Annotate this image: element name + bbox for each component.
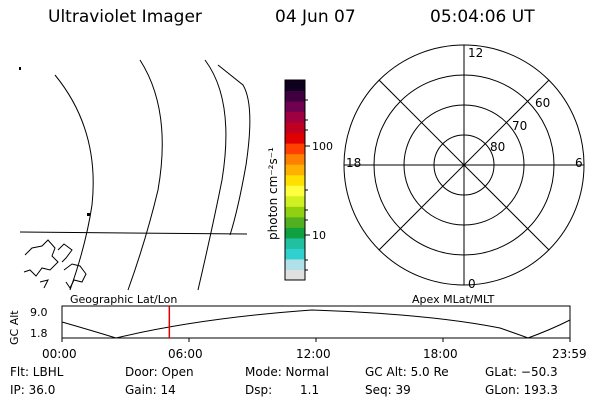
status-ip: IP: 36.0 [10,383,56,397]
observation-date: 04 Jun 07 [275,7,356,27]
status-sequence: Seq: 39 [365,383,411,397]
colorbar-segment [285,216,305,228]
status-door: Door: Open [125,365,194,379]
colorbar-segment [285,111,305,123]
colorbar-segment [285,101,305,113]
polar-label-lat-80: 80 [490,140,506,154]
map-grid-arc-4 [217,64,251,236]
colorbar-segment [285,153,305,165]
status-gc-altitude: GC Alt: 5.0 Re [365,365,449,379]
colorbar-segment [285,227,305,239]
colorbar-segment [285,90,305,102]
polar-label-mlt-18: 18 [346,156,362,170]
polar-label-mlt-6: 6 [575,156,583,170]
timeline-x-tick-0600: 06:00 [168,347,203,361]
timeline-y-max: 9.0 [30,306,48,319]
colorbar-ticks [305,99,310,271]
map-grid-latitude-line [19,231,248,235]
colorbar-segment [285,269,305,281]
polar-label-mlt-12: 12 [468,46,484,60]
colorbar-segments [285,80,305,281]
colorbar-tick-10: 10 [312,229,326,242]
colorbar-segment [285,164,305,176]
colorbar-segment [285,248,305,260]
map-grid-arc-1 [54,74,94,291]
coastline-3 [63,263,87,289]
colorbar-segment [285,132,305,144]
map-grid-arc-3 [197,59,227,291]
colorbar-segment [285,237,305,249]
observation-time: 05:04:06 UT [430,7,535,27]
colorbar-segment [285,143,305,155]
colorbar-segment [285,206,305,218]
polar-label-lat-70: 70 [512,119,528,133]
status-filter: Flt: LBHL [10,365,64,379]
timeline-x-ticks [61,338,571,342]
altitude-curve [61,309,571,339]
colorbar-segment [285,195,305,207]
status-dsp-value: 1.1 [300,383,320,397]
polar-diagonal-2 [378,79,550,251]
timeline-y-min: 1.8 [30,327,48,340]
status-geo-latitude: GLat: −50.3 [485,365,558,379]
map-grid-arc-2 [127,59,163,291]
colorbar-frame [284,79,306,281]
timeline-right-title: Apex MLat/MLT [412,293,495,306]
status-geo-longitude: GLon: 193.3 [485,383,558,397]
timeline-x-tick-1800: 18:00 [423,347,458,361]
colorbar-segment [285,185,305,197]
timeline-x-tick-1200: 12:00 [296,347,331,361]
colorbar-tick-100: 100 [312,140,333,153]
timeline-x-tick-0000: 00:00 [42,347,77,361]
map-marker-dot [19,67,21,70]
coastline-4 [39,279,49,289]
polar-label-lat-60: 60 [535,96,551,110]
colorbar-segment [285,258,305,270]
instrument-title: Ultraviolet Imager [48,7,202,27]
timeline-left-title: Geographic Lat/Lon [70,293,178,306]
status-mode: Mode: Normal [245,365,329,379]
coastline-1 [23,239,59,277]
colorbar-segment [285,80,305,92]
polar-label-mlt-0: 0 [468,277,476,291]
status-gain: Gain: 14 [125,383,176,397]
colorbar-segment [285,122,305,134]
colorbar-segment [285,174,305,186]
status-dsp-label: Dsp: [245,383,273,397]
map-marker-dot [87,213,90,216]
coastline-2 [57,243,73,263]
timeline-x-tick-2359: 23:59 [552,347,587,361]
